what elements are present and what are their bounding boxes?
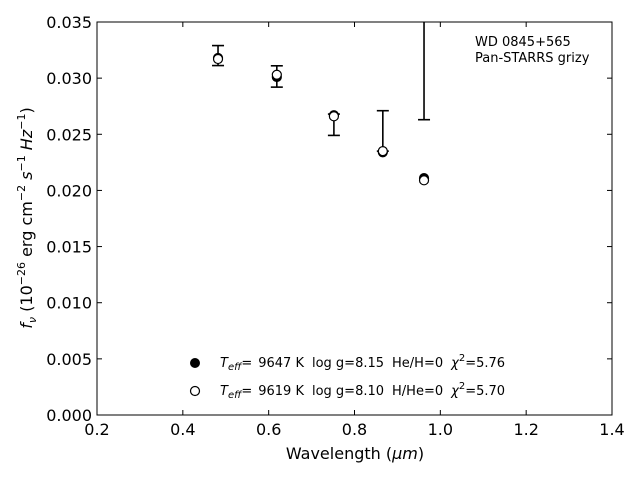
x-axis-label-text: Wavelength ( [286,444,392,463]
error-bars [212,22,431,152]
axis-ticks: 0.2 0.4 0.6 0.8 1.0 1.2 1.4 0.000 0.005 0.010 0.01… [46,13,625,439]
x-tick-label: 0.2 [84,420,109,439]
annotation-line-1: WD 0845+565 [475,35,571,50]
y-tick-label: 0.025 [46,125,92,144]
y-axis-label: fν (10−26 erg cm−2 s−1 Hz−1) [15,107,39,328]
legend-marker-open [189,385,201,397]
x-tick-label: 1.0 [428,420,453,439]
y-label-u1: −2 [15,185,28,201]
x-tick-label: 1.2 [513,420,538,439]
annotation-line-2: Pan-STARRS grizy [475,51,590,66]
model-point-open [271,69,282,80]
x-tick-label: 0.8 [342,420,367,439]
x-tick-label: 0.6 [256,420,281,439]
y-label-u2: s [17,172,36,185]
y-tick-label: 0.010 [46,294,92,313]
y-label-u3: −1 [15,155,28,171]
model-point-open [328,111,339,122]
x-axis-label-close: ) [418,444,424,463]
y-label-rest: (10 [17,285,36,317]
model-point-open [418,175,430,186]
y-label-exp: −26 [15,262,28,285]
model-point-open [377,146,388,157]
y-tick-label: 0.030 [46,69,92,88]
y-tick-label: 0.005 [46,350,92,369]
model-point-open [212,53,224,65]
y-label-f: f [17,321,36,329]
y-label-nu: ν [26,317,39,323]
y-tick-label: 0.020 [46,181,92,200]
x-tick-label: 0.4 [170,420,195,439]
x-axis-label-unit: μm [391,444,418,463]
legend-marker-filled [190,358,200,368]
y-tick-label: 0.000 [46,406,92,425]
x-axis-label: Wavelength (μm) [286,444,424,463]
x-tick-label: 1.4 [599,420,624,439]
y-tick-label: 0.035 [46,13,92,32]
y-label-u5: −1 [15,114,28,130]
y-label-close: ) [17,107,36,113]
y-label-u4: Hz [17,129,36,155]
y-label-units: erg cm [17,201,36,262]
y-tick-label: 0.015 [46,238,92,257]
data-points [212,52,430,186]
